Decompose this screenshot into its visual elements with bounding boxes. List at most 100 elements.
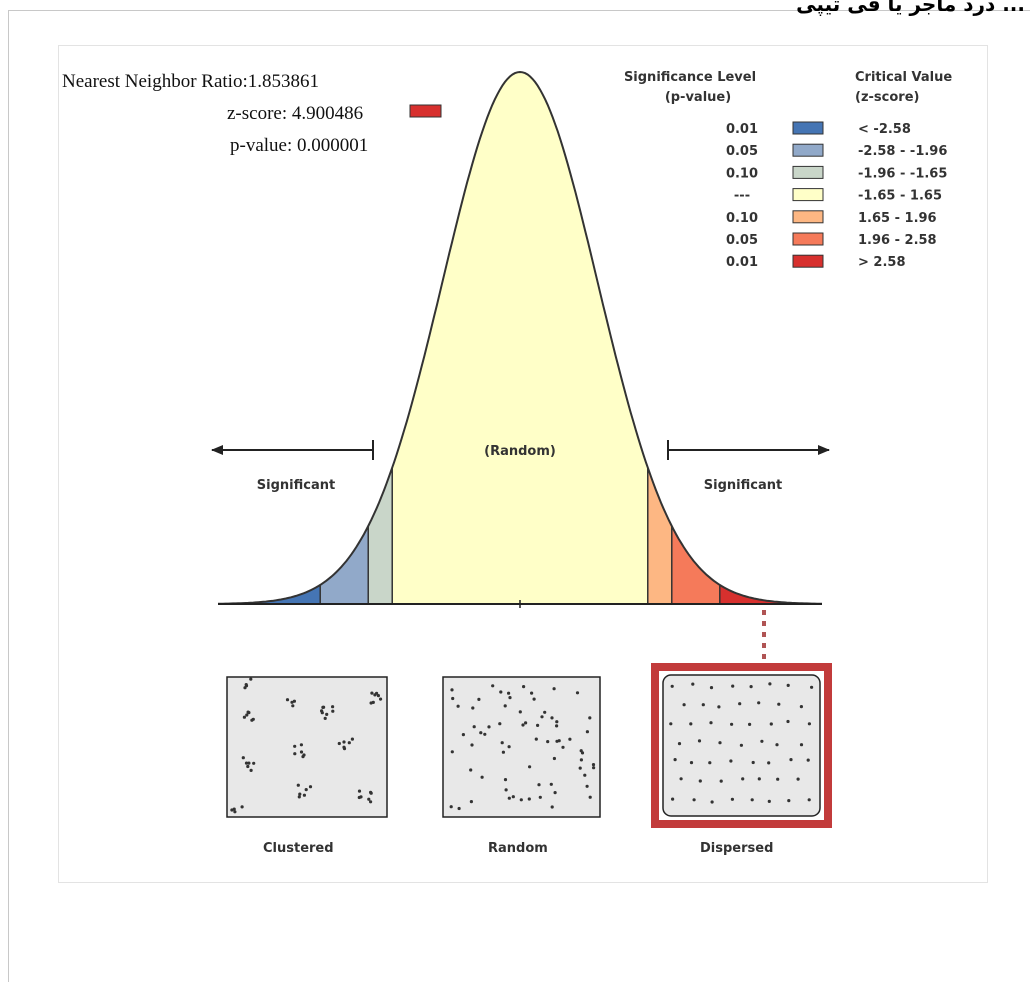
- random-point: [498, 722, 502, 726]
- dispersed-point: [799, 705, 804, 709]
- dispersed-point: [698, 779, 702, 783]
- random-point: [530, 691, 534, 695]
- clustered-point: [302, 793, 306, 797]
- z-score-value: 4.900486: [291, 103, 364, 124]
- dispersed-point: [767, 761, 771, 765]
- curve-region-3: [392, 72, 648, 604]
- random-point: [583, 773, 587, 777]
- legend-z-range-2: -1.96 - -1.65: [858, 166, 947, 181]
- legend-p-value-2: 0.10: [726, 166, 758, 181]
- dispersed-point: [730, 797, 735, 801]
- sig-header-line1: Significance Level: [623, 70, 757, 85]
- crit-header-line1: Critical Value: [855, 70, 953, 85]
- random-point: [543, 710, 547, 714]
- random-point: [592, 766, 596, 770]
- dispersed-point: [741, 777, 745, 781]
- clustered-point: [246, 710, 250, 714]
- dispersed-point: [689, 722, 693, 726]
- clustered-point: [359, 795, 363, 799]
- random-point: [507, 796, 511, 800]
- legend-swatch-4: [792, 210, 824, 224]
- clustered-point: [299, 743, 303, 747]
- dispersed-point: [673, 758, 677, 762]
- dispersed-point: [731, 684, 735, 688]
- random-point: [550, 716, 554, 720]
- dispersed-point: [692, 798, 696, 802]
- dispersed-point: [807, 798, 811, 802]
- dispersed-point: [751, 760, 755, 765]
- dispersed-point: [738, 702, 742, 706]
- random-point: [532, 697, 536, 701]
- random-point: [578, 766, 582, 770]
- random-point: [508, 696, 512, 700]
- dispersed-point: [710, 800, 714, 804]
- dispersed-point: [806, 758, 810, 762]
- critical-value-header: Critical Value (z-score): [855, 68, 952, 108]
- random-point: [507, 691, 511, 695]
- dispersed-highlight-frame: [651, 663, 832, 828]
- random-point: [461, 733, 465, 737]
- random-point: [503, 704, 507, 708]
- dispersed-point: [789, 758, 793, 762]
- clustered-point: [367, 797, 371, 801]
- legend-z-range-0: < -2.58: [858, 122, 911, 137]
- random-point: [469, 768, 473, 772]
- clustered-point: [323, 716, 327, 721]
- p-value-value: 0.000001: [297, 135, 369, 156]
- dispersed-point: [729, 759, 733, 763]
- random-point: [450, 750, 454, 754]
- legend-z-range-3: -1.65 - 1.65: [858, 189, 942, 204]
- dispersed-point: [689, 761, 694, 765]
- dispersed-point: [730, 722, 734, 726]
- dispersed-point: [671, 797, 675, 801]
- clustered-point: [299, 750, 304, 754]
- random-point: [538, 795, 542, 799]
- random-point: [483, 732, 487, 736]
- clustered-pattern-box: [226, 676, 388, 818]
- dispersed-point: [799, 743, 804, 747]
- random-point: [588, 795, 592, 799]
- sig-header-line2: (p-value): [664, 90, 732, 105]
- legend-z-range-1: -2.58 - -1.96: [858, 144, 947, 159]
- clustered-point: [357, 789, 362, 793]
- clustered-point: [293, 744, 297, 748]
- random-point: [469, 800, 473, 804]
- clustered-point: [375, 691, 379, 695]
- dispersed-point: [757, 777, 761, 781]
- random-point: [579, 758, 584, 762]
- dispersed-point: [708, 761, 712, 765]
- clustered-point: [325, 712, 329, 717]
- clustered-point: [244, 761, 249, 765]
- random-point: [456, 704, 460, 708]
- random-point: [457, 806, 461, 811]
- clustered-point: [293, 752, 297, 756]
- clustered-points: [230, 677, 383, 814]
- random-point: [536, 723, 540, 728]
- dispersed-point: [796, 777, 800, 781]
- clustered-point: [285, 698, 290, 702]
- legend-p-value-4: 0.10: [726, 211, 758, 226]
- dispersed-point: [769, 722, 773, 726]
- random-points: [449, 684, 596, 811]
- random-point: [521, 723, 525, 727]
- random-point: [518, 710, 522, 714]
- curve-region-6: [719, 584, 822, 604]
- legend-p-value-5: 0.05: [726, 233, 758, 248]
- clustered-point: [233, 810, 237, 814]
- pattern-label-clustered: Clustered: [263, 841, 334, 856]
- clustered-point: [250, 718, 254, 722]
- z-score-label: z-score:: [227, 103, 288, 124]
- clustered-point: [240, 805, 244, 809]
- clustered-point: [331, 705, 335, 709]
- random-center-label: (Random): [484, 444, 556, 459]
- clustered-point: [298, 792, 302, 796]
- random-point: [449, 805, 453, 809]
- dispersed-point: [719, 779, 723, 783]
- clustered-point: [242, 715, 246, 719]
- random-point: [561, 745, 565, 749]
- pattern-label-random: Random: [488, 841, 548, 856]
- random-point: [591, 763, 596, 767]
- pattern-label-dispersed: Dispersed: [700, 841, 774, 856]
- clustered-point: [320, 711, 324, 715]
- curve-region-2: [368, 467, 393, 604]
